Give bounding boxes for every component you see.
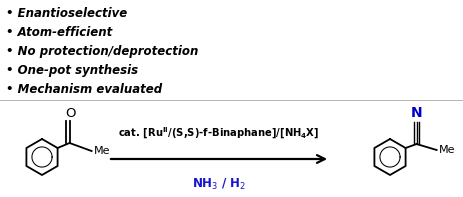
Text: N: N (410, 106, 421, 120)
Text: Me: Me (438, 145, 454, 155)
Text: Me: Me (94, 146, 110, 156)
Text: O: O (65, 107, 75, 120)
Text: cat. [Ru$^{\mathregular{II}}$/(S,S)-f-Binaphane]/[NH$_{\mathregular{4}}$X]: cat. [Ru$^{\mathregular{II}}$/(S,S)-f-Bi… (118, 126, 319, 141)
Text: • Mechanism evaluated: • Mechanism evaluated (6, 83, 162, 96)
Text: • No protection/deprotection: • No protection/deprotection (6, 45, 198, 58)
Text: • Enantioselective: • Enantioselective (6, 7, 127, 20)
Text: NH$_3$ / H$_2$: NH$_3$ / H$_2$ (192, 177, 245, 192)
Text: • One-pot synthesis: • One-pot synthesis (6, 64, 138, 77)
Text: • Atom-efficient: • Atom-efficient (6, 26, 112, 39)
